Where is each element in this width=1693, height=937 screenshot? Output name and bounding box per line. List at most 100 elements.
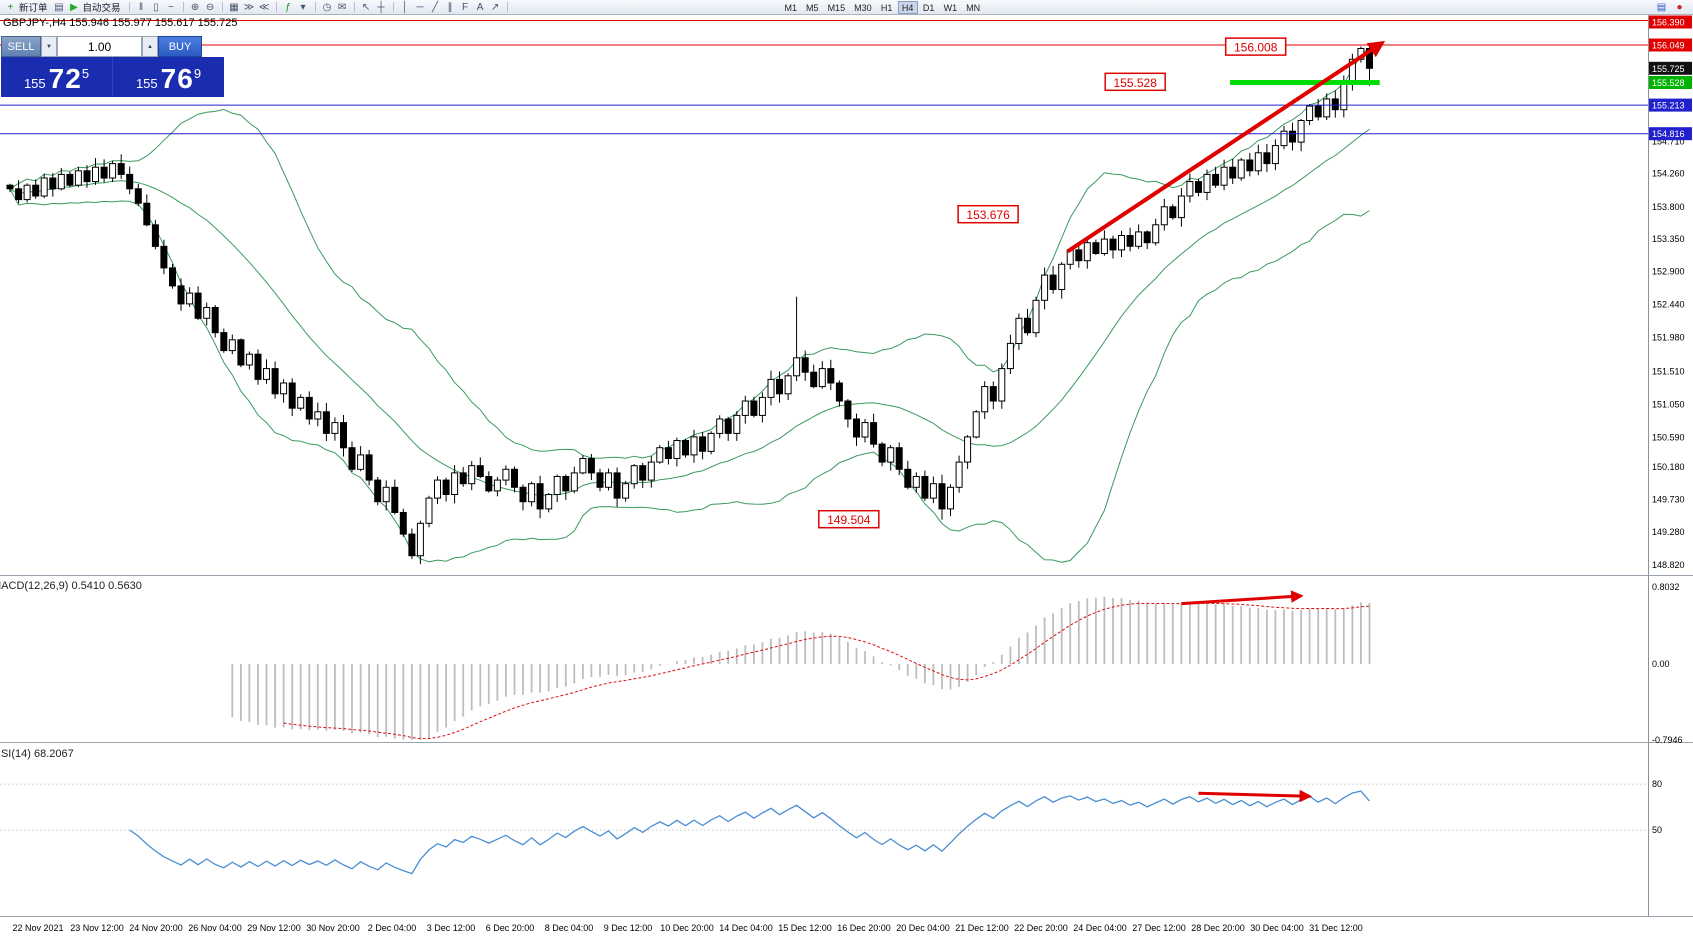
vertical-line-icon[interactable]: │ xyxy=(401,1,409,13)
svg-text:24 Nov 20:00: 24 Nov 20:00 xyxy=(129,923,183,933)
svg-text:155.725: 155.725 xyxy=(1652,64,1685,74)
rsi-line xyxy=(129,790,1370,875)
horizontal-line-icon[interactable]: ─ xyxy=(416,1,424,13)
triangle-down-icon: ▼ xyxy=(46,43,52,50)
sell-price-display[interactable]: 155 725 xyxy=(1,57,112,97)
fibonacci-icon[interactable]: F xyxy=(461,1,469,13)
price-badge: 155.213 xyxy=(1649,98,1692,112)
svg-text:152.440: 152.440 xyxy=(1652,300,1685,310)
timeframe-button-m5[interactable]: M5 xyxy=(806,2,819,13)
svg-text:3 Dec 12:00: 3 Dec 12:00 xyxy=(427,923,476,933)
svg-text:151.980: 151.980 xyxy=(1652,333,1685,343)
buy-price-main: 76 xyxy=(160,63,194,94)
timeframe-button-m1[interactable]: M1 xyxy=(784,2,798,13)
svg-text:151.050: 151.050 xyxy=(1652,400,1685,410)
svg-text:31 Dec 12:00: 31 Dec 12:00 xyxy=(1309,923,1363,933)
sell-price-main: 72 xyxy=(48,63,82,94)
new-order-icon[interactable]: + xyxy=(7,1,14,13)
autotrade-icon[interactable]: ▶ xyxy=(70,1,78,13)
timeframe-button-mn[interactable]: MN xyxy=(966,2,981,13)
timeframe-button-h4[interactable]: H4 xyxy=(897,0,918,14)
timeframe-button-m30[interactable]: M30 xyxy=(854,2,872,13)
toolbar-separator xyxy=(314,2,316,12)
svg-text:153.800: 153.800 xyxy=(1652,202,1685,212)
volume-increase-button[interactable]: ▲ xyxy=(142,36,158,57)
toolbar-separator xyxy=(128,2,130,12)
price-axis: 154.710 154.260 153.800 153.350 152.900 152.4… xyxy=(1649,15,1692,570)
svg-text:9 Dec 12:00: 9 Dec 12:00 xyxy=(604,923,653,933)
triangle-up-icon: ▲ xyxy=(147,43,153,50)
candlestick-chart-icon[interactable]: ▯ xyxy=(153,1,159,13)
channel-icon[interactable]: ∥ xyxy=(447,1,453,13)
price-badge: 155.725 xyxy=(1649,61,1692,75)
auto-scroll-icon[interactable]: ≫ xyxy=(243,1,255,13)
price-callout[interactable]: 153.676 xyxy=(957,204,1019,224)
price-callout[interactable]: 149.504 xyxy=(818,509,880,529)
news-icon[interactable]: ▤ xyxy=(1656,1,1667,13)
trend-arrow[interactable] xyxy=(1066,40,1386,254)
chart-windows-icon[interactable]: ▤ xyxy=(54,1,64,13)
chart-shift-icon[interactable]: ≪ xyxy=(258,1,270,13)
zoom-out-icon[interactable]: ⊖ xyxy=(205,1,215,13)
new-order-label[interactable]: 新订单 xyxy=(19,3,48,14)
rsi-arrow[interactable] xyxy=(1198,789,1313,803)
timeframe-button-h1[interactable]: H1 xyxy=(880,2,893,13)
svg-text:150.180: 150.180 xyxy=(1652,462,1685,472)
trendline-icon[interactable]: ╱ xyxy=(432,1,439,13)
cursor-icon[interactable]: ↖ xyxy=(361,1,371,13)
svg-text:-0.7946: -0.7946 xyxy=(1652,735,1683,745)
svg-text:28 Dec 20:00: 28 Dec 20:00 xyxy=(1191,923,1245,933)
price-badge: 156.049 xyxy=(1649,38,1692,52)
svg-text:0.00: 0.00 xyxy=(1652,659,1670,669)
indicators-icon[interactable]: ƒ xyxy=(285,1,291,13)
clock-icon[interactable]: ◷ xyxy=(322,1,332,13)
line-chart-icon[interactable]: ~ xyxy=(168,1,174,13)
arrow-tool-icon[interactable]: ↗ xyxy=(490,1,500,13)
timeframe-button-m15[interactable]: M15 xyxy=(827,2,846,13)
tile-windows-icon[interactable]: ▦ xyxy=(229,1,239,13)
sell-button[interactable]: SELL xyxy=(1,36,41,57)
text-icon[interactable]: A xyxy=(476,1,484,13)
price-callout[interactable]: 156.008 xyxy=(1224,37,1287,56)
buy-price-display[interactable]: 155 769 xyxy=(112,57,224,97)
price-quote-panel: 155 725 155 769 xyxy=(1,57,224,97)
alert-icon[interactable]: ● xyxy=(1676,1,1683,13)
svg-text:156.390: 156.390 xyxy=(1652,18,1685,28)
svg-text:148.820: 148.820 xyxy=(1652,560,1685,570)
main-toolbar: + 新订单 ▤ ▶ 自动交易 ‖ ▯ ~ ⊕ ⊖ ▦ ≫ ≪ ƒ ▾ ◷ ✉ ↖ ┼ │ ─ ╱ ∥ F A ↗ M1 M5 M15 M3… xyxy=(0,0,1693,15)
buy-price-prefix: 155 xyxy=(135,76,158,91)
price-callout[interactable]: 155.528 xyxy=(1104,72,1166,92)
sell-price-prefix: 155 xyxy=(23,76,46,91)
volume-input[interactable]: 1.00 xyxy=(57,36,142,57)
svg-text:150.590: 150.590 xyxy=(1652,433,1685,443)
candlestick-series xyxy=(6,44,1373,565)
toolbar-right-group: ▤ ● xyxy=(1655,1,1689,14)
svg-text:16 Dec 20:00: 16 Dec 20:00 xyxy=(837,923,891,933)
svg-text:MACD(12,26,9) 0.5410 0.5630: MACD(12,26,9) 0.5410 0.5630 xyxy=(0,580,142,592)
zoom-in-icon[interactable]: ⊕ xyxy=(190,1,200,13)
autotrade-label[interactable]: 自动交易 xyxy=(82,3,121,14)
timeframe-button-w1[interactable]: W1 xyxy=(943,2,958,13)
buy-price-pip: 9 xyxy=(193,66,202,81)
chart-title: GBPJPY-,H4 155.946 155.977 155.617 155.7… xyxy=(3,17,238,29)
svg-text:30 Dec 04:00: 30 Dec 04:00 xyxy=(1250,923,1304,933)
timeframe-button-d1[interactable]: D1 xyxy=(922,2,935,13)
bar-chart-icon[interactable]: ‖ xyxy=(138,1,144,13)
svg-text:149.504: 149.504 xyxy=(827,513,871,527)
svg-text:156.008: 156.008 xyxy=(1234,41,1278,55)
toolbar-separator xyxy=(506,2,508,12)
crosshair-icon[interactable]: ┼ xyxy=(377,1,385,13)
price-badge: 155.528 xyxy=(1649,76,1692,89)
templates-icon[interactable]: ▾ xyxy=(300,1,306,13)
mail-icon[interactable]: ✉ xyxy=(337,1,347,13)
svg-text:22 Dec 20:00: 22 Dec 20:00 xyxy=(1014,923,1068,933)
toolbar-separator xyxy=(221,2,223,12)
svg-text:2 Dec 04:00: 2 Dec 04:00 xyxy=(368,923,417,933)
macd-arrow[interactable] xyxy=(1181,590,1304,606)
svg-text:149.280: 149.280 xyxy=(1652,527,1685,537)
buy-button[interactable]: BUY xyxy=(158,36,202,57)
svg-text:24 Dec 04:00: 24 Dec 04:00 xyxy=(1073,923,1127,933)
svg-text:21 Dec 12:00: 21 Dec 12:00 xyxy=(955,923,1009,933)
volume-decrease-button[interactable]: ▼ xyxy=(41,36,57,57)
